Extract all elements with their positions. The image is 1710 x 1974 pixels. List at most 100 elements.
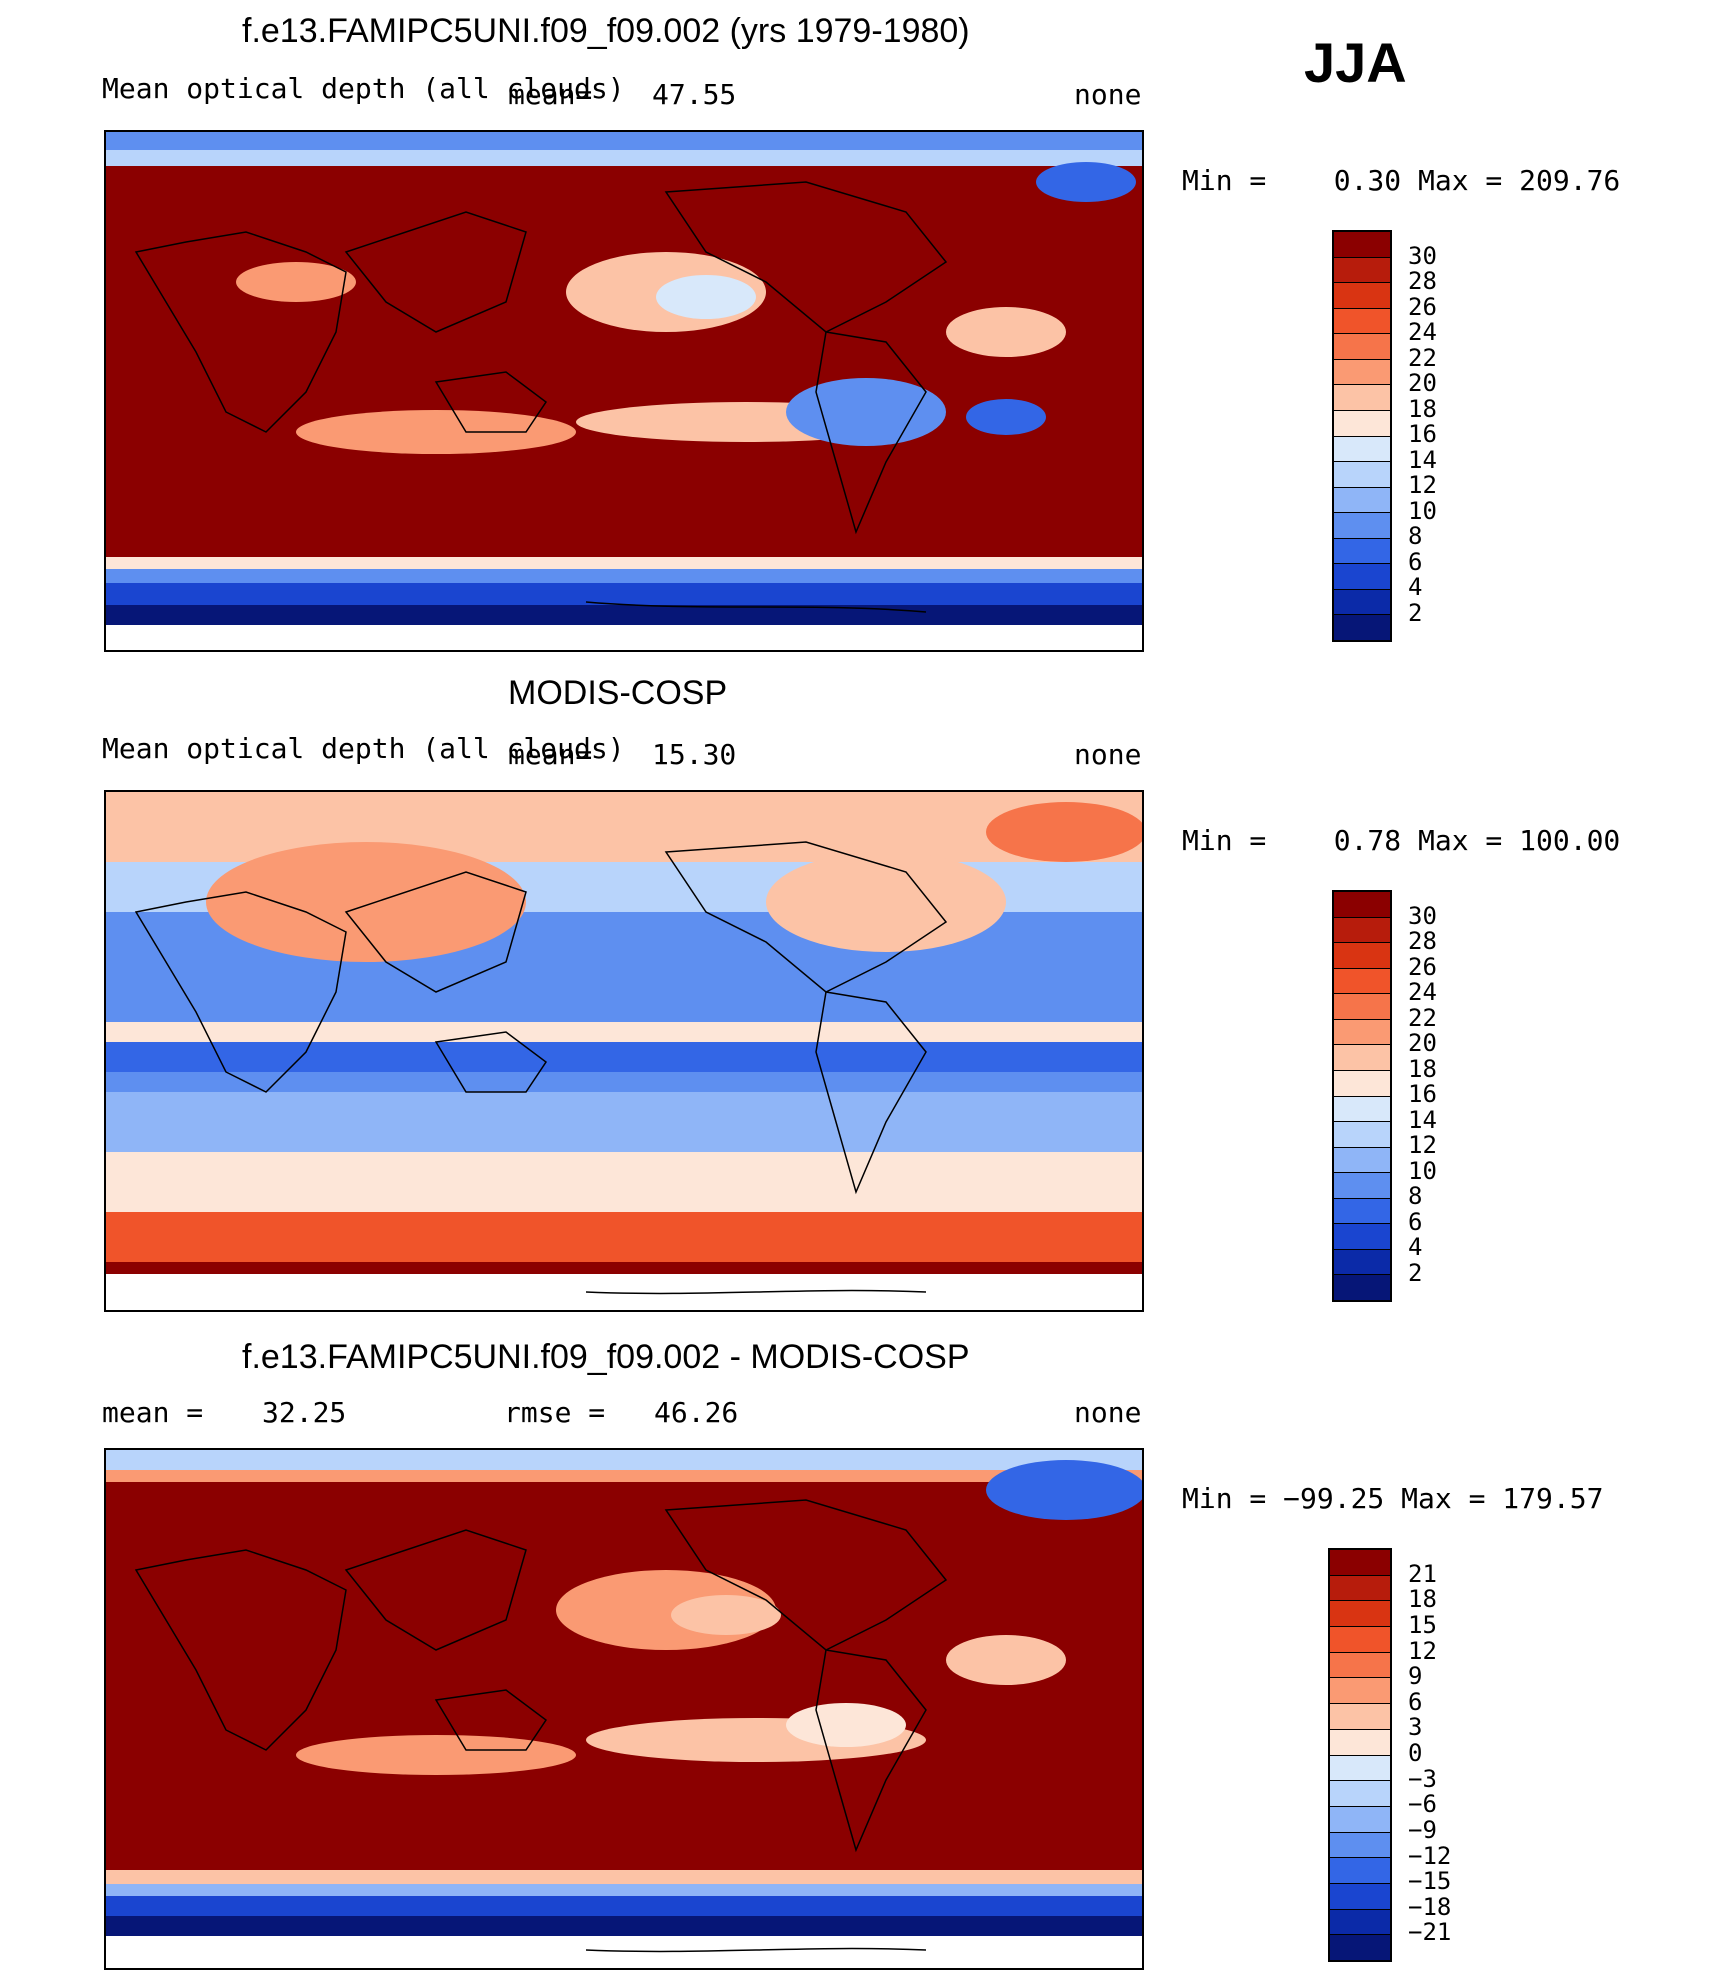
colorbar-tick-label: 28 [1408,927,1437,955]
colorbar-tick-label: 24 [1408,318,1437,346]
panel-3-minmax: Min = −99.25 Max = 179.57 [1182,1482,1604,1515]
panel-2-title: MODIS-COSP [508,674,728,712]
colorbar-segment [1330,1704,1390,1730]
colorbar-segment [1334,1045,1390,1071]
colorbar-segment [1334,1096,1390,1123]
colorbar-segment [1334,892,1390,918]
colorbar-segment [1334,1275,1390,1300]
colorbar-segment [1334,334,1390,360]
colorbar-tick-label: 8 [1408,522,1423,550]
colorbar-segment [1334,943,1390,969]
colorbar-segment [1334,1249,1390,1276]
panel-3-mean-label: mean = [102,1396,204,1429]
panel-3-mean-value: 32.25 [262,1396,347,1429]
colorbar-segment [1330,1806,1390,1833]
colorbar-tick-label: 24 [1408,978,1437,1006]
colorbar-tick-label: 20 [1408,369,1437,397]
colorbar-tick-label: 16 [1408,420,1437,448]
colorbar-tick-label: 14 [1408,1105,1437,1134]
colorbar-segment [1334,257,1390,284]
panel-1-mean-value: 47.55 [652,78,737,111]
colorbar-tick-label: 3 [1408,1713,1423,1742]
colorbar-tick-label: 4 [1408,1233,1423,1261]
colorbar-segment [1330,1935,1390,1960]
colorbar-tick-label: 16 [1408,1080,1437,1108]
panel-1-mean-label: mean= [508,78,593,111]
colorbar-tick-label: −21 [1408,1918,1452,1947]
panel-1-variable: Mean optical depth (all clouds) [102,72,625,105]
colorbar-tick-label: 22 [1408,343,1437,372]
colorbar-segment [1334,232,1390,258]
colorbar-segment [1330,1755,1390,1782]
colorbar-segment [1334,1198,1390,1225]
panel-2-mean-label: mean= [508,738,593,771]
colorbar-tick-label: 10 [1408,496,1437,525]
colorbar-segment [1330,1627,1390,1653]
colorbar-segment [1334,1070,1390,1097]
colorbar-tick-label: −15 [1408,1867,1452,1896]
colorbar-segment [1334,410,1390,437]
colorbar-tick-label: 30 [1408,901,1437,930]
colorbar-segment [1330,1550,1390,1576]
panel-2-mean-value: 15.30 [652,738,737,771]
panel-1-minmax: Min = 0.30 Max = 209.76 [1182,164,1621,197]
panel-3-title: f.e13.FAMIPC5UNI.f09_f09.002 - MODIS-COS… [242,1338,970,1376]
colorbar-segment [1334,994,1390,1020]
colorbar-segment [1334,283,1390,309]
colorbar-tick-label: 15 [1408,1610,1437,1639]
colorbar-segment [1334,462,1390,488]
colorbar-segment [1330,1883,1390,1910]
colorbar-tick-label: −3 [1408,1764,1437,1793]
colorbar-segment [1334,487,1390,514]
colorbar-segment [1334,513,1390,539]
colorbar-tick-label: 22 [1408,1003,1437,1032]
colorbar-segment [1334,1173,1390,1199]
colorbar-tick-label: 20 [1408,1029,1437,1057]
colorbar-tick-label: 26 [1408,292,1437,321]
panel-2-map [104,790,1144,1312]
colorbar-tick-label: 12 [1408,1131,1437,1159]
panel-3-rmse-value: 46.26 [654,1396,739,1429]
colorbar-segment [1330,1652,1390,1679]
colorbar-tick-label: 8 [1408,1182,1423,1210]
panel-1-colorbar [1332,230,1392,642]
colorbar-tick-label: 30 [1408,241,1437,270]
panel-2-minmax: Min = 0.78 Max = 100.00 [1182,824,1621,857]
season-label: JJA [1304,31,1407,94]
colorbar-tick-label: 6 [1408,1207,1423,1236]
colorbar-segment [1330,1781,1390,1807]
colorbar-segment [1334,385,1390,411]
colorbar-segment [1334,615,1390,640]
panel-3-units: none [1074,1396,1142,1429]
colorbar-segment [1334,1224,1390,1250]
colorbar-tick-label: 6 [1408,547,1423,576]
colorbar-tick-label: 28 [1408,267,1437,295]
colorbar-tick-label: 2 [1408,1258,1423,1287]
colorbar-tick-label: 6 [1408,1687,1423,1716]
colorbar-segment [1334,436,1390,463]
colorbar-tick-label: 26 [1408,952,1437,981]
colorbar-tick-label: 2 [1408,598,1423,627]
colorbar-segment [1330,1729,1390,1756]
colorbar-tick-label: 18 [1408,1054,1437,1083]
colorbar-tick-label: 21 [1408,1559,1437,1588]
colorbar-segment [1334,589,1390,616]
panel-1-map [104,130,1144,652]
colorbar-segment [1330,1601,1390,1628]
panel-1-title: f.e13.FAMIPC5UNI.f09_f09.002 (yrs 1979-1… [242,12,970,50]
panel-1-units: none [1074,78,1142,111]
colorbar-segment [1334,308,1390,335]
panel-3-rmse-label: rmse = [504,1396,606,1429]
colorbar-tick-label: −9 [1408,1815,1437,1844]
colorbar-tick-label: 4 [1408,573,1423,601]
colorbar-segment [1334,1147,1390,1174]
colorbar-segment [1334,564,1390,590]
colorbar-tick-label: −6 [1408,1790,1437,1819]
colorbar-tick-label: −18 [1408,1892,1452,1921]
colorbar-tick-label: −12 [1408,1841,1452,1870]
colorbar-tick-label: 0 [1408,1739,1423,1767]
colorbar-tick-label: 18 [1408,1585,1437,1614]
colorbar-segment [1334,968,1390,995]
colorbar-tick-label: 12 [1408,1636,1437,1665]
panel-3-map [104,1448,1144,1970]
